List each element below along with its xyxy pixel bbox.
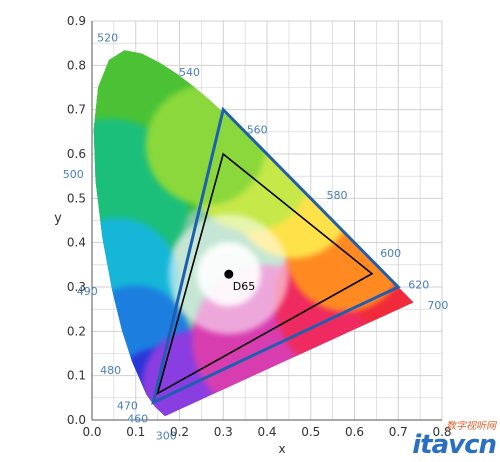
x-tick-label: 0.3 <box>214 425 233 439</box>
x-tick-label: 0.6 <box>345 425 364 439</box>
wavelength-label: 470 <box>117 400 138 413</box>
watermark-logo: itavcn <box>412 430 497 460</box>
y-tick-label: 0.4 <box>67 236 86 250</box>
watermark: 数字视听网 itavcn <box>412 417 497 460</box>
wavelength-label: 620 <box>408 278 429 291</box>
gamut-triangle-outer <box>151 106 401 405</box>
wavelength-label: 540 <box>179 66 200 79</box>
wavelength-label: 560 <box>247 124 268 137</box>
wavelength-label: 580 <box>327 189 348 202</box>
y-tick-label: 0.1 <box>67 369 86 383</box>
y-tick-label: 0.7 <box>67 103 86 117</box>
x-tick-label: 0.4 <box>257 425 276 439</box>
wavelength-label: 520 <box>97 32 118 45</box>
wavelength-label: 600 <box>380 247 401 260</box>
white-point: D65 <box>224 269 255 293</box>
y-axis-title: y <box>54 211 62 226</box>
x-tick-label: 0.1 <box>126 425 145 439</box>
y-tick-label: 0.0 <box>67 413 86 427</box>
y-tick-label: 0.9 <box>67 14 86 28</box>
axes <box>91 21 442 421</box>
axis-titles: xy <box>54 211 285 456</box>
y-tick-label: 0.3 <box>67 280 86 294</box>
x-tick-label: 0.5 <box>301 425 320 439</box>
y-tick-label: 0.8 <box>67 58 86 72</box>
tick-labels: 0.0 0.1 0.2 0.3 0.4 0.5 0.6 0.7 0.8 0.0 0.1 0.2 0.3 0… <box>67 14 452 439</box>
wavelength-label: 300 <box>156 429 177 442</box>
wavelength-label: 480 <box>100 364 121 377</box>
wavelength-label: 700 <box>427 299 448 312</box>
watermark-chinese: 数字视听网 <box>446 421 496 432</box>
y-tick-label: 0.6 <box>67 147 86 161</box>
gamut-triangles <box>151 106 401 405</box>
x-tick-label: 0.2 <box>170 425 189 439</box>
wavelength-label: 500 <box>63 168 84 181</box>
x-axis-title: x <box>278 442 285 456</box>
y-tick-label: 0.5 <box>67 191 86 205</box>
white-point-dot <box>224 269 234 279</box>
gamut-triangle-inner <box>156 152 374 396</box>
y-tick-label: 0.2 <box>67 324 86 338</box>
x-tick-label: 0.8 <box>432 425 451 439</box>
wavelength-label: 460 <box>127 413 148 426</box>
x-tick-label: 0.7 <box>389 425 408 439</box>
x-tick-label: 0.0 <box>82 425 101 439</box>
white-point-label: D65 <box>233 280 255 293</box>
wavelength-label: 490 <box>77 285 98 298</box>
